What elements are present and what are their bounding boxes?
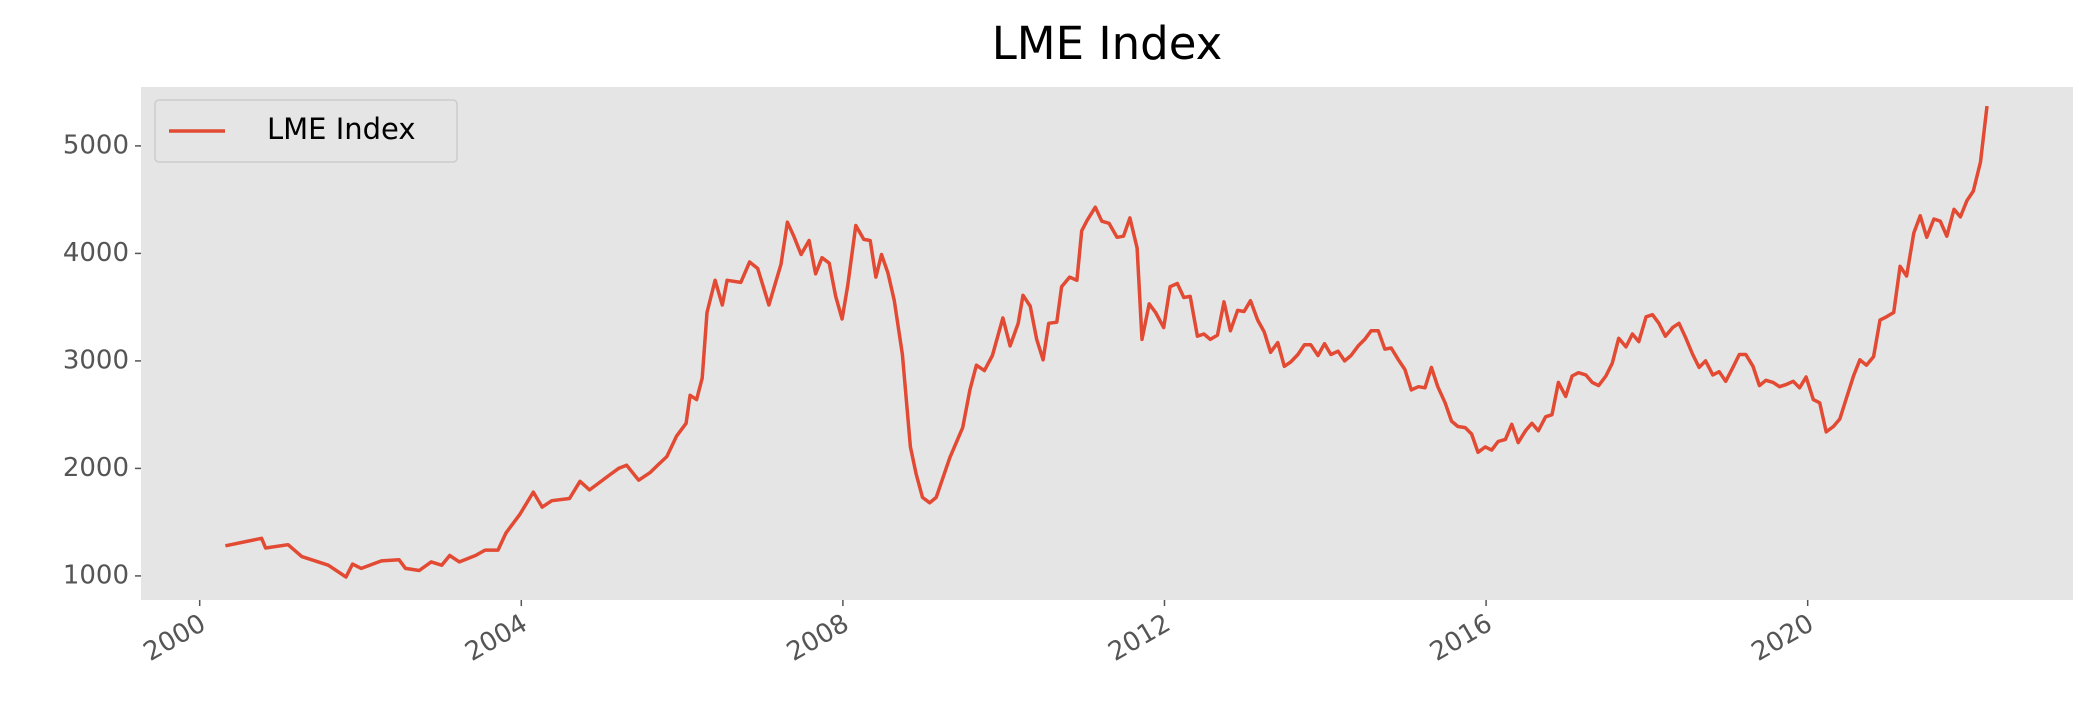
chart-title: LME Index [992,17,1223,70]
y-tick-label: 2000 [63,453,129,483]
y-tick-label: 1000 [63,560,129,590]
data-line [225,105,1989,579]
plot-area [141,87,2073,600]
y-tick-label: 4000 [63,238,129,268]
y-tick-label: 3000 [63,345,129,375]
x-tick-label: 2004 [460,609,532,668]
y-tick-label: 5000 [63,130,129,160]
x-tick-label: 2008 [782,609,854,668]
x-tick-label: 2016 [1425,609,1497,668]
x-tick-label: 2000 [139,609,211,668]
legend-label: LME Index [267,112,416,146]
legend-box [154,99,458,163]
x-tick-label: 2020 [1747,609,1819,668]
x-tick-label: 2012 [1103,609,1175,668]
